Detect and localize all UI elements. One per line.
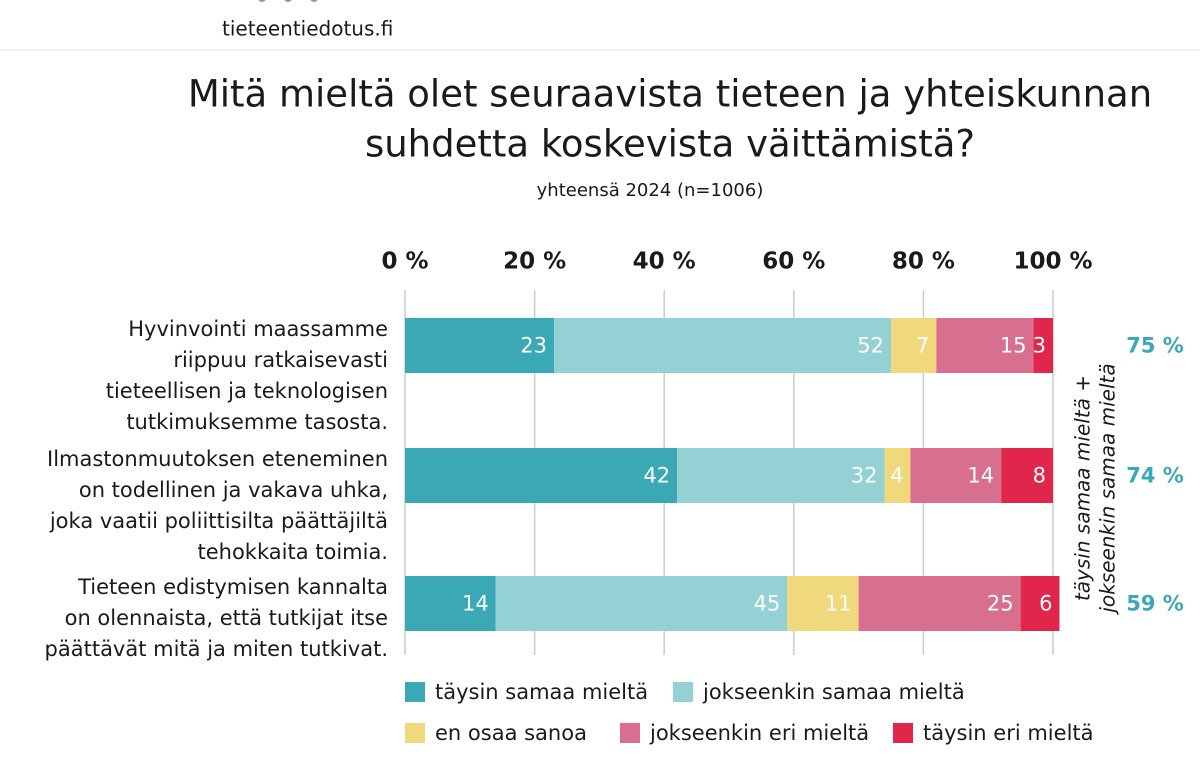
data-label: 52 (857, 334, 884, 358)
category-label: riippuu ratkaisevasti (173, 348, 388, 372)
category-label: Tieteen edistymisen kannalta (77, 575, 388, 599)
totals-annotation: jokseenkin samaa mieltä (1096, 363, 1120, 615)
totals-annotation: täysin samaa mieltä + (1071, 375, 1095, 601)
bar-segment (405, 318, 555, 373)
legend-label: jokseenkin samaa mieltä (702, 680, 965, 704)
data-label: 11 (825, 592, 852, 616)
category-label: päättävät mitä ja miten tutkivat. (45, 637, 388, 661)
x-tick-label: 100 % (1013, 249, 1092, 275)
data-label: 15 (1000, 334, 1027, 358)
category-label: tieteellisen ja teknologisen (106, 379, 388, 403)
data-label: 23 (520, 334, 547, 358)
data-label: 42 (643, 464, 670, 488)
total-label: 74 % (1126, 464, 1184, 488)
bar-segment (677, 448, 885, 503)
browser-dots (258, 0, 318, 2)
bar-segment (884, 448, 911, 503)
bar-segment (891, 318, 937, 373)
bar-segment (405, 576, 496, 631)
legend-label: en osaa sanoa (435, 721, 587, 745)
data-label: 45 (754, 592, 781, 616)
data-label: 8 (1033, 464, 1046, 488)
category-label: on todellinen ja vakava uhka, (79, 478, 388, 502)
bar-segment (554, 318, 891, 373)
x-tick-label: 40 % (633, 249, 696, 275)
category-label: tutkimuksemme tasosta. (126, 410, 388, 434)
data-label: 14 (462, 592, 489, 616)
legend-swatch (893, 723, 913, 743)
category-label: tehokkaita toimia. (198, 540, 389, 564)
chart-title: suhdetta koskevista väittämistä? (365, 123, 975, 166)
bar-segment (1001, 448, 1053, 503)
legend-label: jokseenkin eri mieltä (649, 721, 869, 745)
chart-title: Mitä mieltä olet seuraavista tieteen ja … (188, 73, 1152, 116)
x-tick-label: 20 % (503, 249, 566, 275)
bar-segment (1020, 576, 1060, 631)
data-label: 6 (1039, 592, 1052, 616)
bar-segment (495, 576, 788, 631)
totals-annotation-text: jokseenkin samaa mieltä (1096, 363, 1120, 615)
bar-segment (787, 576, 859, 631)
legend-swatch (405, 682, 425, 702)
data-label: 7 (916, 334, 929, 358)
totals-annotation-text: täysin samaa mieltä + (1071, 375, 1095, 601)
bar-segment (1033, 318, 1053, 373)
category-label: Hyvinvointi maassamme (128, 317, 388, 341)
category-label: Ilmastonmuutoksen eteneminen (47, 447, 388, 471)
data-label: 4 (890, 464, 903, 488)
x-tick-label: 80 % (892, 249, 955, 275)
category-label: on olennaista, että tutkijat itse (65, 606, 388, 630)
data-label: 32 (851, 464, 878, 488)
data-label: 25 (987, 592, 1014, 616)
bar-segment (858, 576, 1021, 631)
legend-label: täysin eri mieltä (923, 721, 1094, 745)
data-label: 14 (967, 464, 994, 488)
legend-label: täysin samaa mieltä (435, 680, 648, 704)
data-label: 3 (1033, 334, 1046, 358)
total-label: 59 % (1126, 592, 1184, 616)
chart-subtitle: yhteensä 2024 (n=1006) (537, 180, 764, 201)
x-tick-label: 0 % (381, 249, 428, 275)
site-name: tieteentiedotus.fi (222, 17, 393, 41)
legend-swatch (673, 682, 693, 702)
bar-segment (910, 448, 1002, 503)
total-label: 75 % (1126, 334, 1184, 358)
category-label: joka vaatii poliittisilta päättäjiltä (49, 509, 388, 533)
x-tick-label: 60 % (762, 249, 825, 275)
bar-segment (936, 318, 1034, 373)
bar-segment (405, 448, 678, 503)
legend-swatch (620, 723, 640, 743)
legend-swatch (405, 723, 425, 743)
